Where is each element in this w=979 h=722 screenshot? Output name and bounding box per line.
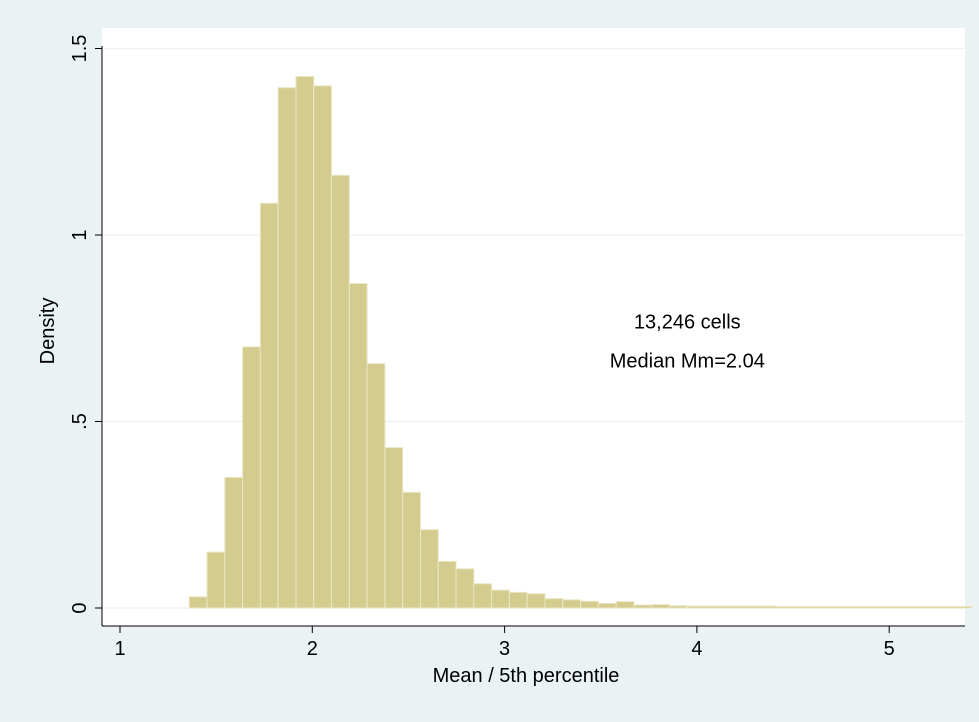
histogram-bar bbox=[562, 599, 582, 609]
histogram-bar bbox=[580, 600, 599, 609]
histogram-bar bbox=[508, 591, 528, 609]
axes bbox=[95, 46, 965, 633]
x-tick-label: 2 bbox=[307, 638, 318, 660]
histogram-bar bbox=[757, 605, 777, 609]
annotation-text: 13,246 cells bbox=[634, 311, 741, 333]
x-axis-label: Mean / 5th percentile bbox=[433, 665, 620, 687]
histogram-bar bbox=[366, 363, 386, 609]
y-tick-label: 1 bbox=[69, 229, 91, 240]
histogram-bar bbox=[242, 346, 261, 609]
histogram-bar bbox=[455, 568, 475, 609]
histogram-bar bbox=[704, 605, 724, 609]
histogram-bar bbox=[188, 596, 208, 609]
histogram-bar bbox=[882, 606, 902, 609]
histogram-bar bbox=[740, 605, 759, 609]
histogram-bar bbox=[402, 491, 421, 609]
histogram-bar bbox=[526, 593, 546, 609]
histogram-bar bbox=[686, 605, 706, 609]
y-axis-label: Density bbox=[37, 298, 59, 365]
histogram-bar bbox=[953, 606, 973, 609]
histogram-bar bbox=[224, 476, 244, 609]
histogram-bars bbox=[188, 75, 973, 609]
x-tick-label: 5 bbox=[884, 638, 895, 660]
histogram-bar bbox=[277, 87, 297, 609]
histogram-bar bbox=[633, 604, 653, 609]
histogram-bar bbox=[295, 75, 315, 609]
x-tick-label: 1 bbox=[114, 638, 125, 660]
histogram-bar bbox=[668, 605, 688, 609]
histogram-bar bbox=[900, 606, 920, 609]
histogram-bar bbox=[384, 447, 404, 609]
histogram-bar bbox=[651, 604, 670, 609]
annotations: 13,246 cells Median Mm=2.04 bbox=[610, 311, 765, 372]
histogram-bar bbox=[331, 174, 350, 609]
histogram-bar bbox=[864, 606, 884, 609]
histogram-bar bbox=[846, 606, 866, 609]
histogram-bar bbox=[473, 583, 493, 609]
histogram-bar bbox=[206, 551, 226, 609]
histogram-bar bbox=[775, 606, 795, 609]
annotation-text: Median Mm=2.04 bbox=[610, 350, 765, 372]
histogram-bar bbox=[491, 589, 510, 609]
histogram-bar bbox=[544, 598, 564, 609]
y-tick-label: 1.5 bbox=[69, 35, 91, 63]
histogram-bar bbox=[437, 560, 457, 609]
y-tick-label: 0 bbox=[69, 602, 91, 613]
histogram-bar bbox=[615, 601, 635, 609]
histogram-bar bbox=[793, 606, 813, 609]
y-tick-label: .5 bbox=[69, 413, 91, 430]
x-tick-label: 3 bbox=[499, 638, 510, 660]
histogram-bar bbox=[811, 606, 831, 609]
histogram-bar bbox=[829, 606, 848, 609]
histogram-bar bbox=[597, 603, 617, 609]
histogram-bar bbox=[313, 85, 333, 609]
histogram-bar bbox=[918, 606, 937, 609]
x-tick-label: 4 bbox=[691, 638, 702, 660]
tick-labels: 1 2 3 4 5 0 .5 1 1.5 bbox=[69, 35, 895, 660]
histogram-bar bbox=[722, 605, 742, 609]
histogram-bar bbox=[259, 202, 279, 609]
histogram-bar bbox=[419, 529, 439, 609]
histogram-bar bbox=[348, 282, 368, 609]
histogram-bar bbox=[935, 606, 955, 609]
